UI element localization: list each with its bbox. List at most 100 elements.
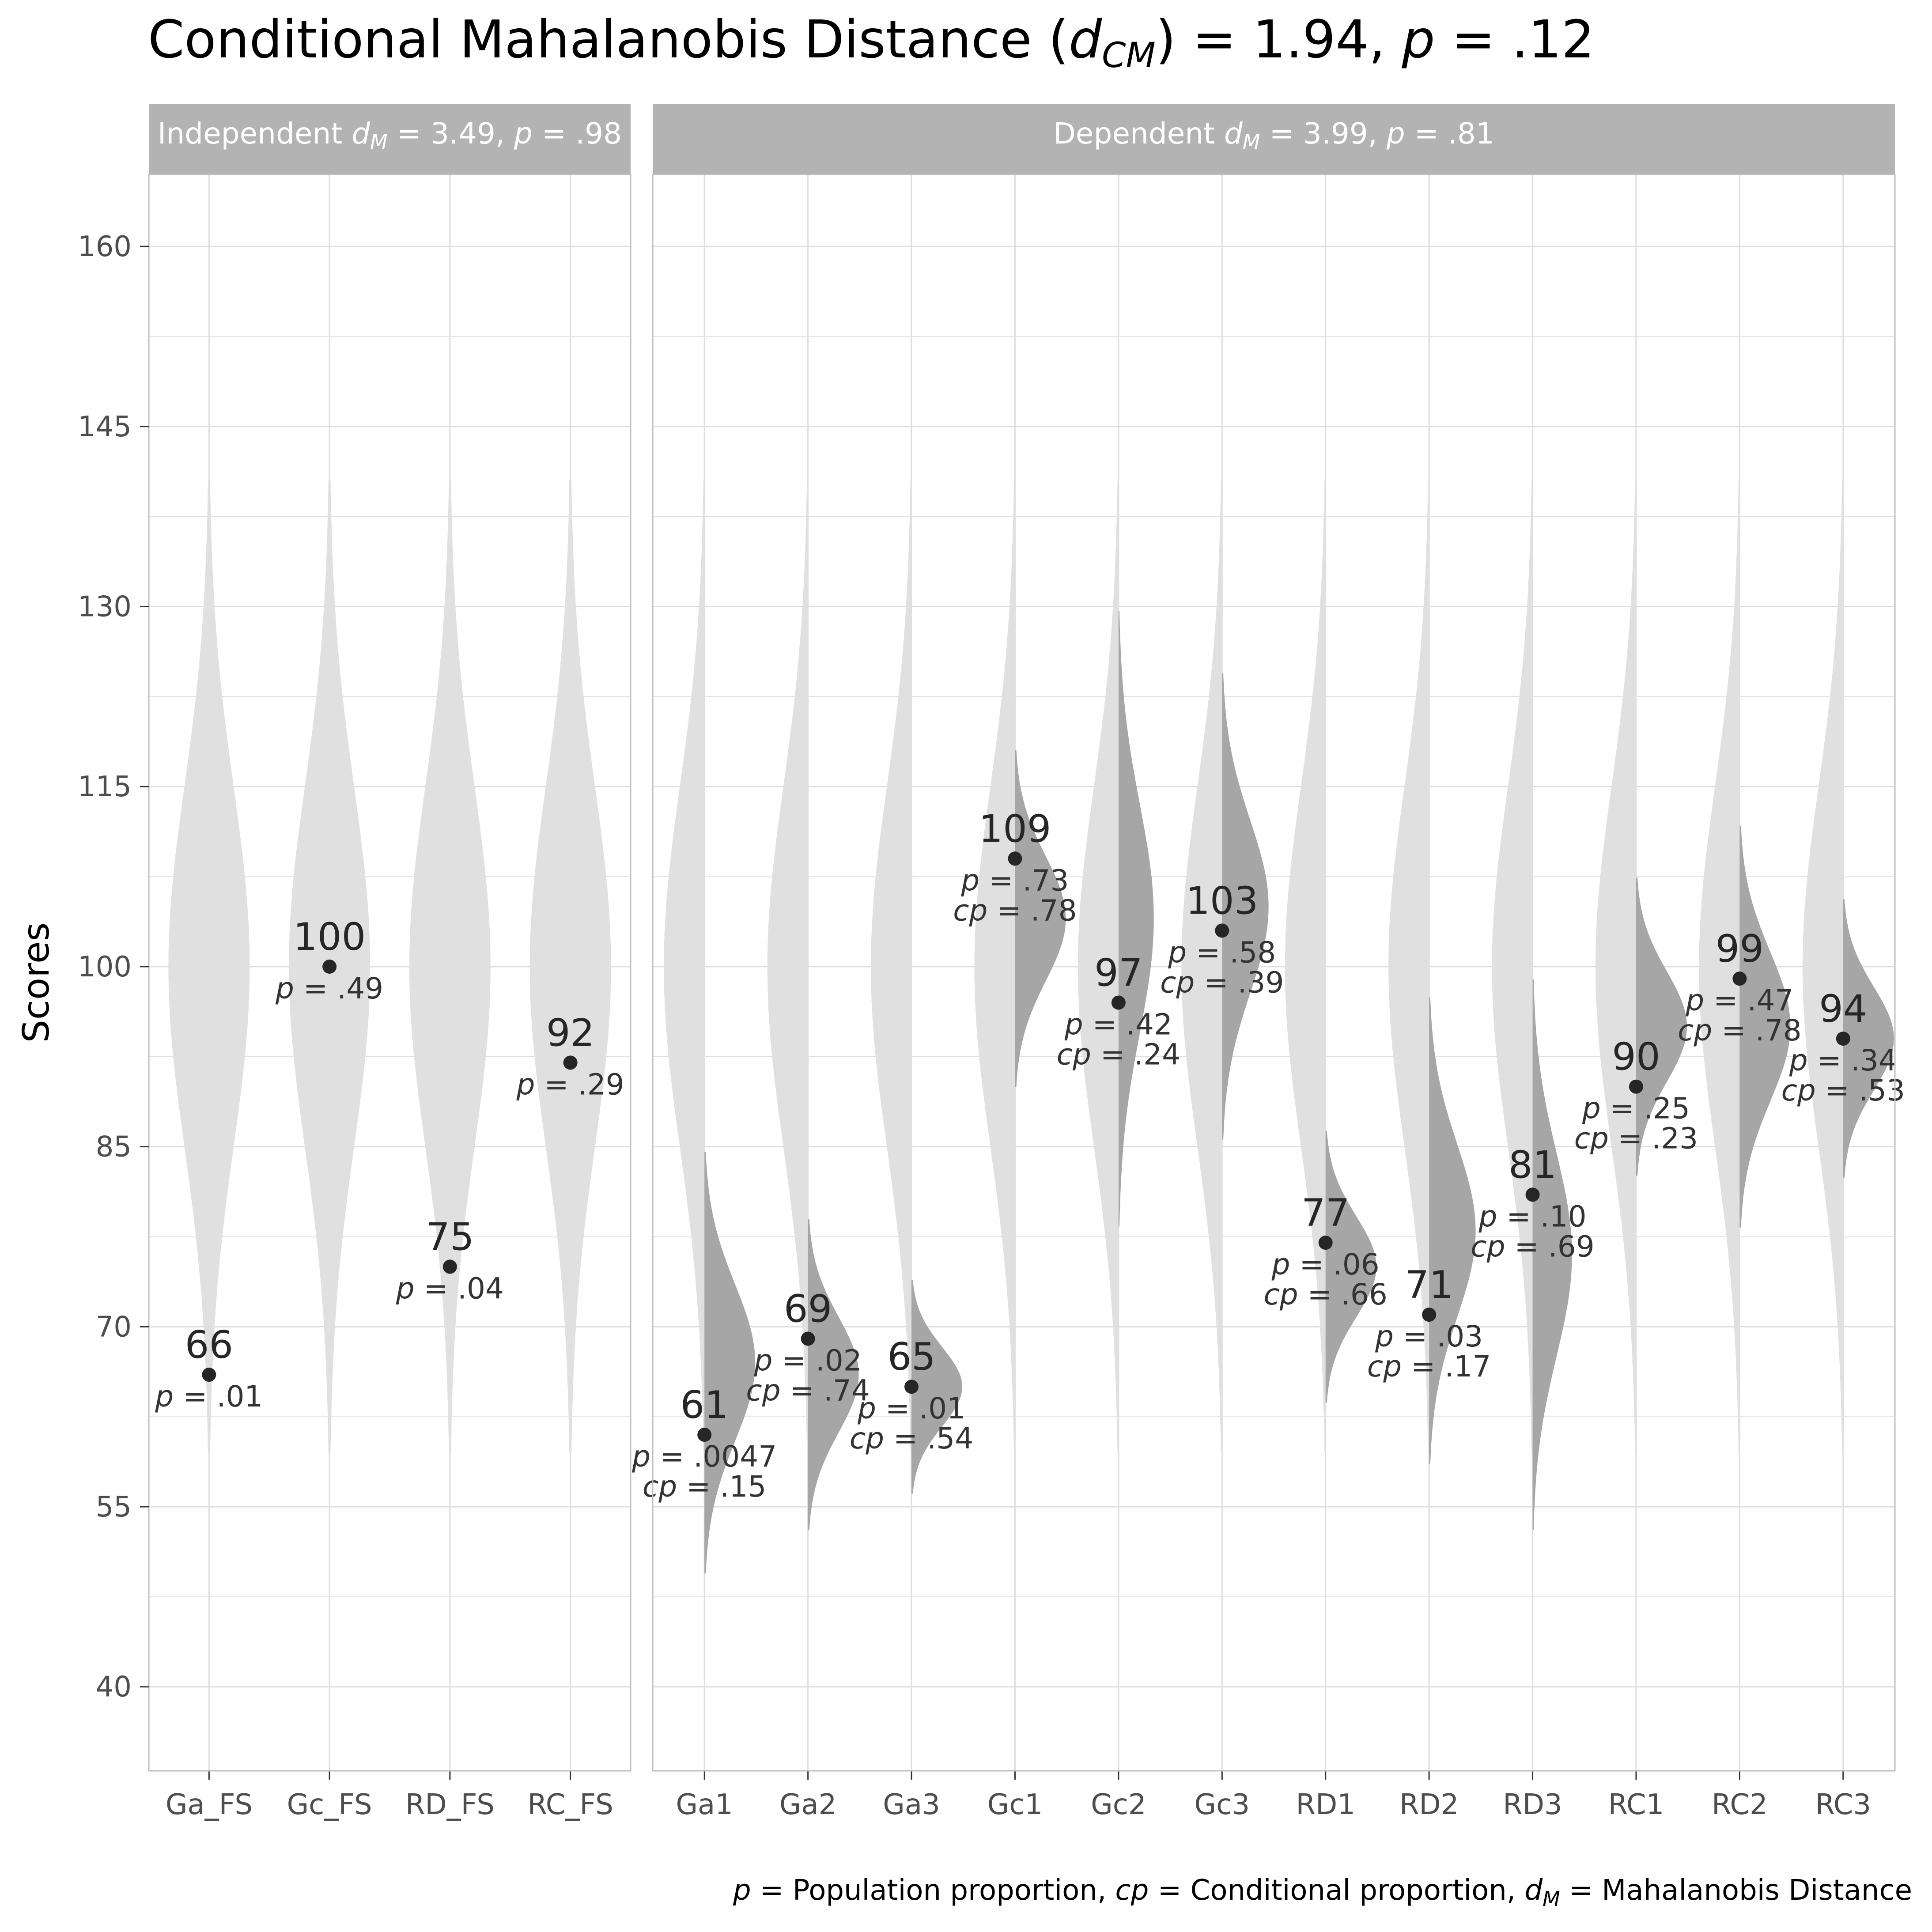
score-label: 66 bbox=[185, 1323, 233, 1367]
x-tick-label: RC1 bbox=[1608, 1788, 1664, 1821]
p-label: p = .29 bbox=[516, 1067, 624, 1101]
population-half-violin bbox=[974, 480, 1015, 1453]
score-point bbox=[904, 1380, 919, 1394]
score-label: 100 bbox=[293, 915, 366, 959]
x-tick-label: RD3 bbox=[1503, 1788, 1562, 1821]
conditional-half-violin bbox=[1429, 997, 1476, 1464]
score-point bbox=[1629, 1079, 1643, 1094]
p-label: p = .47 bbox=[1685, 983, 1793, 1017]
population-half-violin bbox=[664, 480, 705, 1453]
panels: Independent dM = 3.49, p = .98 66 p = .01 G… bbox=[148, 104, 1905, 1821]
panel-strip-label: Independent dM = 3.49, p = .98 bbox=[158, 117, 622, 154]
score-label: 92 bbox=[546, 1011, 594, 1055]
p-label: p = .03 bbox=[1375, 1320, 1483, 1354]
cp-label: cp = .69 bbox=[1471, 1229, 1594, 1263]
conditional-half-violin bbox=[1222, 673, 1269, 1140]
conditional-half-violin bbox=[704, 1152, 756, 1573]
population-violin bbox=[409, 480, 491, 1453]
score-label: 61 bbox=[680, 1383, 728, 1427]
cp-label: cp = .39 bbox=[1160, 965, 1284, 999]
p-label: p = .02 bbox=[754, 1344, 862, 1378]
score-point bbox=[801, 1331, 815, 1346]
score-label: 94 bbox=[1819, 987, 1867, 1031]
p-label: p = .06 bbox=[1271, 1248, 1380, 1282]
x-tick-label: RD_FS bbox=[405, 1788, 495, 1821]
p-label: p = .73 bbox=[960, 863, 1069, 897]
y-tick-label: 115 bbox=[78, 771, 132, 803]
score-point bbox=[1732, 972, 1747, 986]
panel-independent: Independent dM = 3.49, p = .98 66 p = .01 G… bbox=[148, 104, 631, 1821]
conditional-half-violin bbox=[1118, 611, 1154, 1227]
score-label: 103 bbox=[1186, 879, 1258, 923]
conditional-half-violin bbox=[1636, 877, 1687, 1176]
x-tick-label: Ga2 bbox=[779, 1788, 837, 1821]
x-tick-label: RC3 bbox=[1815, 1788, 1871, 1821]
y-tick-label: 130 bbox=[78, 590, 132, 623]
score-label: 77 bbox=[1301, 1191, 1350, 1235]
population-half-violin bbox=[1699, 480, 1740, 1453]
conditional-half-violin bbox=[808, 1219, 859, 1531]
population-half-violin bbox=[1492, 480, 1533, 1453]
x-tick-label: Ga1 bbox=[676, 1788, 733, 1821]
y-tick-label: 145 bbox=[78, 411, 132, 443]
x-tick-label: Ga3 bbox=[883, 1788, 940, 1821]
cp-label: cp = .15 bbox=[643, 1470, 766, 1504]
conditional-half-violin bbox=[1325, 1130, 1376, 1403]
population-half-violin bbox=[767, 480, 808, 1453]
cp-label: cp = .23 bbox=[1574, 1122, 1698, 1156]
panel-strip bbox=[653, 104, 1895, 174]
score-label: 90 bbox=[1612, 1035, 1660, 1079]
cp-label: cp = .24 bbox=[1057, 1037, 1180, 1071]
violin-RD_FS: 75 p = .04 bbox=[396, 480, 504, 1453]
score-label: 81 bbox=[1509, 1143, 1557, 1187]
x-tick-label: RC_FS bbox=[527, 1788, 613, 1821]
score-point bbox=[1525, 1187, 1540, 1202]
score-point bbox=[1215, 923, 1229, 938]
score-point bbox=[322, 959, 337, 974]
caption: p = Population proportion, cp = Conditio… bbox=[733, 1874, 1912, 1911]
panel-border bbox=[652, 174, 1896, 1772]
score-point bbox=[1111, 995, 1126, 1010]
score-point bbox=[697, 1427, 712, 1442]
cp-label: cp = .54 bbox=[850, 1422, 973, 1456]
population-violin bbox=[168, 480, 250, 1453]
p-label: p = .34 bbox=[1789, 1044, 1897, 1078]
x-tick-label: Gc3 bbox=[1195, 1788, 1250, 1821]
x-tick-label: Ga_FS bbox=[166, 1788, 253, 1821]
violin-Ga_FS: 66 p = .01 bbox=[155, 480, 263, 1453]
violin-Gc_FS: 100 p = .49 bbox=[275, 480, 383, 1453]
x-tick-label: Gc_FS bbox=[287, 1788, 372, 1821]
score-point bbox=[1008, 851, 1022, 866]
population-half-violin bbox=[1388, 480, 1429, 1453]
x-tick-label: RD1 bbox=[1296, 1788, 1355, 1821]
score-point bbox=[1318, 1236, 1333, 1250]
cp-label: cp = .74 bbox=[746, 1374, 870, 1408]
violin-RC_FS: 92 p = .29 bbox=[516, 480, 624, 1453]
y-tick-label: 40 bbox=[96, 1671, 132, 1704]
score-label: 69 bbox=[784, 1287, 832, 1331]
score-label: 75 bbox=[426, 1215, 474, 1259]
panel-border bbox=[148, 174, 631, 1772]
score-label: 99 bbox=[1716, 927, 1764, 971]
cp-label: cp = .78 bbox=[1678, 1013, 1801, 1047]
population-half-violin bbox=[1596, 480, 1636, 1453]
score-point bbox=[1422, 1308, 1437, 1322]
score-label: 71 bbox=[1405, 1263, 1453, 1307]
y-tick-label: 55 bbox=[96, 1491, 132, 1524]
panel-strip-label: Dependent dM = 3.99, p = .81 bbox=[1053, 117, 1494, 154]
conditional-half-violin bbox=[1532, 979, 1572, 1530]
population-half-violin bbox=[1802, 480, 1843, 1453]
y-axis-ticks: 40 55 70 85 100 115 130 145 160 bbox=[78, 231, 149, 1704]
score-label: 109 bbox=[979, 807, 1051, 851]
conditional-half-violin bbox=[1015, 750, 1066, 1087]
p-label: p = .10 bbox=[1478, 1199, 1586, 1233]
